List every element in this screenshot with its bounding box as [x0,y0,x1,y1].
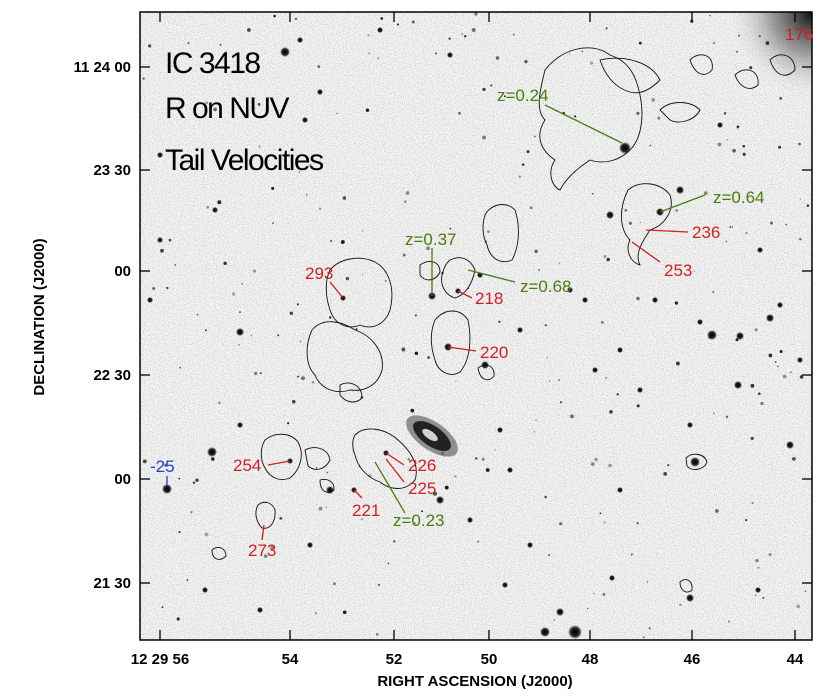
label-z064: z=0.64 [713,188,765,207]
label-218: 218 [475,289,503,308]
y-axis-ticks: 11 24 00 23 30 00 22 30 00 21 30 [73,59,131,592]
label-221: 221 [352,501,380,520]
x-tick-label: 46 [684,651,701,668]
x-tick-label: 48 [582,651,599,668]
y-tick-label: 22 30 [93,367,131,384]
y-tick-label: 21 30 [93,575,131,592]
y-tick-label: 11 24 00 [73,59,131,76]
title-line-3: Tail Velocities [165,144,323,177]
y-tick-label: 00 [114,263,131,280]
label-225: 225 [408,479,436,498]
label-z024: z=0.24 [497,86,549,105]
label-z037: z=0.37 [405,230,457,249]
label-293: 293 [305,264,333,283]
sky-image [140,12,812,640]
x-tick-label: 52 [386,651,403,668]
x-tick-label: 44 [787,651,804,668]
label-226: 226 [408,456,436,475]
velocity-labels: 176 z=0.24 z=0.64 236 253 z=0.37 z=0.68 … [150,25,813,560]
label-neg25: -25 [150,457,175,476]
title-line-1: IC 3418 [165,47,260,80]
label-273: 273 [248,541,276,560]
x-tick-label: 12 29 56 [131,651,189,668]
x-tick-label: 54 [282,651,299,668]
x-axis-ticks: 12 29 56 54 52 50 48 46 44 [131,651,804,668]
figure-title: IC 3418 R on NUV Tail Velocities [165,47,325,177]
title-line-2: R on NUV [165,92,290,125]
y-axis-title: DECLINATION (J2000) [31,238,48,395]
x-tick-label: 50 [481,651,498,668]
label-z068: z=0.68 [520,277,572,296]
plot-frame [139,11,813,641]
y-tick-label: 00 [114,471,131,488]
x-axis-title: RIGHT ASCENSION (J2000) [377,673,572,690]
label-176: 176 [785,25,813,44]
leader-lines [166,104,706,541]
nuv-contours [211,47,796,593]
label-253: 253 [664,261,692,280]
label-236: 236 [692,223,720,242]
label-254: 254 [233,456,261,475]
y-tick-label: 23 30 [93,162,131,179]
label-220: 220 [480,343,508,362]
label-z023: z=0.23 [393,511,445,530]
